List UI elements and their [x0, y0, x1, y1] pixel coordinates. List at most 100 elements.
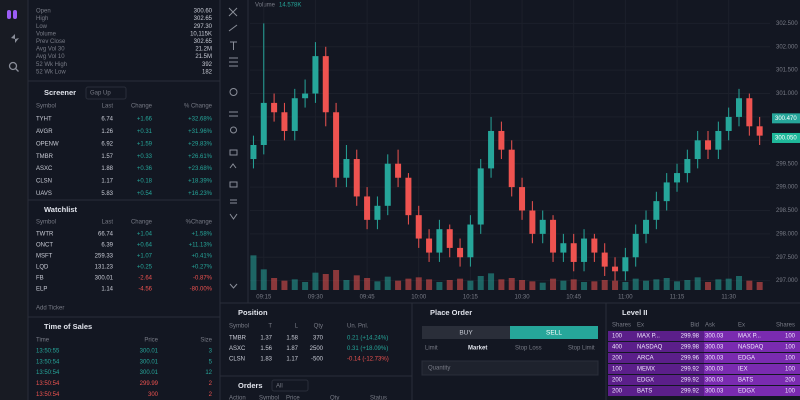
sell-button[interactable] [510, 326, 598, 339]
candle-body [488, 130, 495, 169]
sell-label[interactable]: SELL [546, 330, 562, 337]
table-cell: ARCA [637, 356, 654, 362]
volume-bar [725, 278, 732, 290]
table-cell: BATS [637, 389, 652, 395]
tool-icon[interactable] [229, 149, 238, 156]
search-icon[interactable] [8, 61, 18, 71]
filter-label[interactable]: Gap Up [90, 91, 111, 97]
table-cell: 5 [209, 359, 213, 365]
column-header: Price [144, 338, 158, 344]
volume-title: Volume [255, 3, 276, 9]
volume-bar [322, 274, 329, 290]
table-cell: 13:50:54 [36, 370, 60, 376]
order-type-tab[interactable]: Stop Loss [515, 346, 542, 352]
volume-bar [643, 280, 650, 290]
volume-bar [591, 281, 598, 290]
quantity-placeholder: Quantity [428, 366, 450, 372]
table-cell: 1.17 [286, 357, 298, 363]
table-cell: MEMX [637, 367, 655, 373]
volume-bar [715, 279, 722, 290]
order-type-tab[interactable]: Market [468, 346, 487, 352]
stat-label: 52 Wk High [36, 62, 67, 68]
table-cell: 100 [785, 356, 796, 362]
column-header: Symbol [259, 396, 279, 400]
tool-icon[interactable] [229, 88, 238, 96]
tool-icon[interactable] [228, 7, 238, 17]
table-cell: 1.83 [260, 357, 272, 363]
candle-body [601, 252, 608, 267]
candle-body [364, 196, 371, 220]
buy-label[interactable]: BUY [459, 330, 473, 337]
volume-bar [560, 280, 567, 290]
candle-body [612, 266, 619, 272]
tool-icon[interactable] [229, 213, 238, 220]
level2-row [608, 353, 704, 363]
stat-value: 10,115K [190, 31, 212, 37]
filter-dropdown[interactable] [271, 379, 309, 392]
volume-bar [415, 277, 422, 290]
level2-row [704, 375, 800, 385]
table-cell: TMBR [36, 154, 54, 160]
tool-icon[interactable] [228, 24, 238, 32]
nav-icon[interactable] [11, 34, 19, 43]
table-cell: 100 [612, 334, 623, 340]
x-tick-label: 09:30 [308, 295, 324, 301]
tool-icon[interactable] [229, 57, 238, 67]
order-type-tab[interactable]: Stop Limit [568, 346, 595, 352]
candle-body [302, 93, 309, 99]
table-cell: 2 [209, 392, 213, 398]
volume-bar [488, 273, 495, 290]
filter-dropdown[interactable] [85, 86, 127, 100]
tool-icon[interactable] [230, 41, 237, 50]
candle-body [653, 201, 660, 220]
buy-button[interactable] [422, 326, 510, 339]
tool-icon[interactable] [229, 111, 238, 117]
candle-body [322, 56, 329, 113]
level2-row [608, 386, 704, 396]
table-cell: +11.13% [189, 243, 213, 249]
order-type-tab[interactable]: Limit [425, 346, 438, 352]
table-cell: 299.92 [681, 367, 700, 373]
tool-icon[interactable] [229, 181, 238, 188]
panel-title: Orders [238, 381, 263, 390]
column-header: Ex [637, 323, 644, 329]
table-cell: 100 [785, 367, 796, 373]
candle-body [570, 243, 577, 262]
tool-icon[interactable] [229, 283, 238, 289]
volume-bar [684, 280, 691, 290]
quantity-input[interactable] [421, 360, 599, 376]
table-cell: TMBR [229, 336, 247, 342]
volume-bar [498, 279, 505, 290]
add-ticker[interactable]: Add Ticker [36, 306, 64, 312]
tool-icon[interactable] [230, 126, 237, 134]
table-cell: -80.00% [190, 287, 213, 293]
table-cell: 13:50:54 [36, 381, 60, 387]
table-cell: +32.68% [188, 117, 213, 123]
volume-bar [374, 281, 381, 290]
stat-label: Avg Vol 30 [36, 47, 65, 53]
column-header: Size [200, 338, 212, 344]
table-cell: 66.74 [98, 232, 114, 238]
column-header: Bid [690, 323, 699, 329]
table-cell: +1.66 [137, 117, 153, 123]
candle-body [519, 187, 526, 211]
tool-icon[interactable] [229, 163, 237, 169]
table-cell: TWTR [36, 232, 54, 238]
candle-body [415, 215, 422, 239]
x-tick-label: 11:00 [618, 295, 633, 301]
filter-label[interactable]: All [276, 384, 283, 390]
table-cell: CLSN [36, 179, 52, 185]
search-icon[interactable] [15, 68, 19, 72]
table-cell: 12 [205, 370, 212, 376]
candle-body [467, 224, 474, 258]
candle-body [560, 243, 567, 253]
tool-icon[interactable] [230, 199, 237, 204]
table-cell: 300.03 [705, 345, 724, 351]
volume-bar [663, 278, 670, 290]
table-cell: 0.31 (+18.09%) [347, 346, 388, 352]
candle-body [250, 145, 257, 160]
table-cell: +1.58% [191, 232, 212, 238]
column-header: Ask [705, 323, 716, 329]
table-cell: FB [36, 276, 44, 282]
